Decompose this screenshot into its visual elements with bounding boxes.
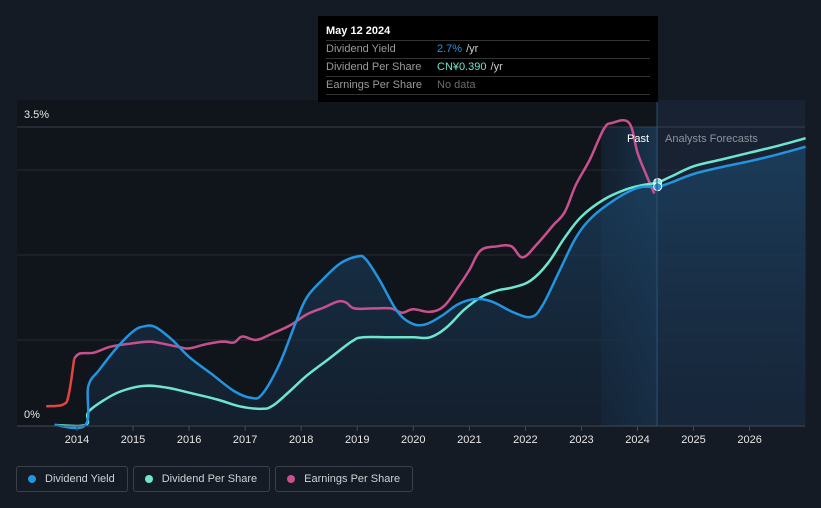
- legend-label: Dividend Yield: [45, 473, 115, 485]
- x-tick-label: 2019: [345, 434, 369, 446]
- dividend-yield-line[interactable]: [54, 145, 806, 430]
- x-tick-label: 2018: [289, 434, 313, 446]
- tooltip-label: Earnings Per Share: [326, 79, 422, 91]
- y-tick-label-zero: 0%: [24, 409, 40, 421]
- past-label: Past: [627, 133, 649, 145]
- earnings-per-share-line-low-segment: [46, 358, 76, 408]
- legend: Dividend Yield Dividend Per Share Earnin…: [16, 466, 414, 492]
- tooltip-unit: /yr: [466, 43, 479, 55]
- legend-dot-icon: [287, 475, 296, 483]
- x-tick-label: 2022: [513, 434, 537, 446]
- tooltip-value: 2.7%: [437, 43, 463, 55]
- x-tick-label: 2025: [681, 434, 705, 446]
- tooltip-row-dividend-yield: Dividend Yield 2.7% /yr: [326, 41, 650, 59]
- tooltip-value: No data: [437, 79, 476, 91]
- tooltip-date: May 12 2024: [326, 23, 650, 41]
- dividend-yield-area: [54, 146, 806, 429]
- legend-label: Dividend Per Share: [161, 473, 258, 485]
- x-tick-label: 2023: [569, 434, 593, 446]
- forecast-label: Analysts Forecasts: [665, 133, 758, 145]
- dividend-yield-marker[interactable]: [653, 182, 663, 192]
- x-tick-label: 2021: [457, 434, 481, 446]
- x-tick-label: 2014: [65, 434, 89, 446]
- tooltip-unit: /yr: [490, 61, 503, 73]
- legend-item-dividend-per-share[interactable]: Dividend Per Share: [132, 466, 271, 492]
- y-tick-label-top: 3.5%: [24, 109, 49, 121]
- x-tick-label: 2020: [401, 434, 425, 446]
- tooltip-row-dividend-per-share: Dividend Per Share CN¥0.390 /yr: [326, 59, 650, 77]
- tooltip: May 12 2024 Dividend Yield 2.7% /yr Divi…: [318, 16, 658, 102]
- x-tick-label: 2015: [121, 434, 145, 446]
- tooltip-row-earnings-per-share: Earnings Per Share No data: [326, 77, 650, 95]
- tooltip-label: Dividend Yield: [326, 43, 396, 55]
- legend-label: Earnings Per Share: [304, 473, 401, 485]
- tooltip-value: CN¥0.390: [437, 61, 487, 73]
- x-tick-label: 2016: [177, 434, 201, 446]
- x-tick-label: 2024: [625, 434, 649, 446]
- legend-item-dividend-yield[interactable]: Dividend Yield: [16, 466, 128, 492]
- legend-item-earnings-per-share[interactable]: Earnings Per Share: [275, 466, 414, 492]
- x-tick-label: 2026: [737, 434, 761, 446]
- tooltip-label: Dividend Per Share: [326, 61, 422, 73]
- legend-dot-icon: [28, 475, 36, 483]
- x-tick-label: 2017: [233, 434, 257, 446]
- legend-dot-icon: [144, 475, 153, 483]
